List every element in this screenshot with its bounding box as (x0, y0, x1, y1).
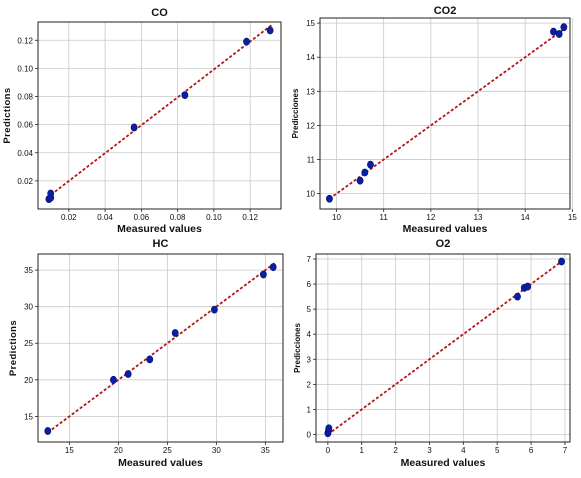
co-point-4 (181, 91, 189, 100)
panel-o2: 0 1 2 3 4 5 6 7 0 1 2 3 4 5 6 7 O2 Measured values Predicc… (293, 238, 571, 469)
co-xtick-label: 0.04 (97, 213, 113, 222)
o2-title: O2 (436, 238, 451, 250)
hc-xlabel: Measured values (118, 457, 203, 469)
o2-xtick-label: 6 (529, 446, 534, 455)
co2-ytick-label: 13 (306, 87, 315, 96)
co-xtick-label: 0.10 (206, 213, 222, 222)
hc-xtick-label: 30 (212, 446, 221, 455)
hc-point-7 (269, 263, 277, 272)
hc-fit-line (47, 262, 276, 434)
hc-xtick-label: 35 (261, 446, 270, 455)
co-point-5 (243, 37, 250, 46)
hc-point-5 (210, 305, 218, 314)
hc-point-2 (124, 370, 132, 378)
co-xlabel: Measured values (117, 223, 202, 235)
co2-ylabel: Predicciones (291, 88, 300, 138)
co2-fit-line (328, 27, 566, 200)
co2-xtick-label: 12 (426, 213, 435, 222)
co2-point-3 (367, 160, 374, 169)
co-ytick-label: 0.02 (17, 177, 33, 186)
co-ytick-label: 0.06 (17, 121, 33, 130)
co-xtick-label: 0.12 (242, 213, 258, 222)
hc-point-4 (171, 329, 179, 337)
co-fit-line (46, 24, 273, 199)
o2-point-6 (558, 257, 565, 266)
hc-point-3 (146, 355, 154, 364)
o2-point-5 (524, 282, 532, 291)
hc-ytick-label: 35 (24, 266, 33, 275)
co2-xtick-label: 10 (332, 213, 341, 222)
hc-xtick-label: 20 (114, 446, 123, 455)
o2-xtick-label: 1 (359, 446, 364, 455)
co-point-6 (266, 26, 274, 35)
co2-ytick-label: 15 (306, 19, 315, 28)
o2-plot-frame (315, 253, 571, 443)
panel-co2: 10 11 12 13 14 15 10 11 12 13 14 15 CO2 Measured valu… (291, 5, 577, 235)
co-ylabel: Predictions (2, 87, 13, 143)
hc-title: HC (153, 238, 169, 250)
o2-xlabel: Measured values (401, 457, 486, 469)
o2-ytick-label: 6 (307, 280, 312, 289)
co2-xtick-label: 14 (521, 213, 530, 222)
co2-point-6 (560, 23, 568, 32)
co2-ytick-label: 12 (306, 121, 315, 130)
co2-ytick-label: 11 (307, 156, 316, 165)
co2-xtick-label: 13 (474, 213, 483, 222)
co2-point-4 (550, 27, 557, 36)
o2-ytick-label: 2 (307, 380, 312, 389)
o2-ytick-label: 5 (307, 305, 312, 314)
o2-xtick-label: 4 (461, 446, 466, 455)
co2-point-5 (555, 30, 563, 38)
o2-point-3 (514, 292, 521, 301)
co-point-2 (47, 189, 55, 198)
o2-xtick-label: 2 (393, 446, 398, 455)
hc-ytick-label: 30 (24, 303, 33, 312)
o2-ylabel: Predicciones (293, 323, 302, 373)
o2-point-2 (325, 424, 333, 433)
hc-point-6 (259, 270, 267, 279)
co2-point-2 (361, 168, 369, 177)
o2-ytick-label: 4 (307, 330, 312, 339)
co2-title: CO2 (434, 5, 457, 17)
hc-plot-frame (37, 253, 284, 443)
co2-xtick-label: 11 (380, 213, 389, 222)
co-ytick-label: 0.04 (17, 149, 33, 158)
o2-xtick-label: 5 (495, 446, 500, 455)
co-xtick-label: 0.08 (170, 213, 186, 222)
co2-plot-frame (319, 17, 571, 210)
hc-point-0 (44, 427, 52, 435)
hc-point-1 (110, 375, 117, 384)
hc-ylabel: Predictions (8, 320, 19, 376)
co-plot-frame (37, 21, 282, 210)
o2-xtick-label: 3 (427, 446, 432, 455)
co-title: CO (151, 7, 168, 19)
co-xtick-label: 0.02 (61, 213, 77, 222)
hc-xtick-label: 25 (163, 446, 172, 455)
co2-xtick-label: 15 (568, 213, 577, 222)
co2-point-1 (356, 176, 364, 185)
hc-ytick-label: 20 (24, 376, 33, 385)
o2-ytick-label: 3 (307, 355, 312, 364)
o2-ytick-label: 0 (307, 430, 312, 439)
co2-xlabel: Measured values (403, 223, 488, 235)
hc-ytick-label: 25 (24, 339, 33, 348)
o2-ytick-label: 1 (307, 405, 312, 414)
co-point-3 (130, 123, 138, 132)
co2-point-0 (326, 194, 333, 203)
o2-xtick-label: 7 (563, 446, 568, 455)
o2-ytick-label: 7 (307, 255, 312, 264)
panel-co: 0.02 0.04 0.06 0.08 0.10 0.12 0.02 0.04 0.06 0.08… (2, 7, 282, 235)
co-ytick-label: 0.08 (17, 93, 33, 102)
co2-ytick-label: 14 (306, 53, 315, 62)
hc-xtick-label: 15 (65, 446, 74, 455)
co-xtick-label: 0.06 (134, 213, 150, 222)
co-ytick-label: 0.12 (17, 36, 33, 45)
hc-ytick-label: 15 (24, 412, 33, 421)
panel-hc: 15 20 25 30 35 15 20 25 30 35 HC Measured values Pre… (8, 238, 284, 469)
co-ytick-label: 0.10 (17, 64, 33, 73)
o2-xtick-label: 0 (326, 446, 331, 455)
co2-ytick-label: 10 (306, 190, 315, 199)
